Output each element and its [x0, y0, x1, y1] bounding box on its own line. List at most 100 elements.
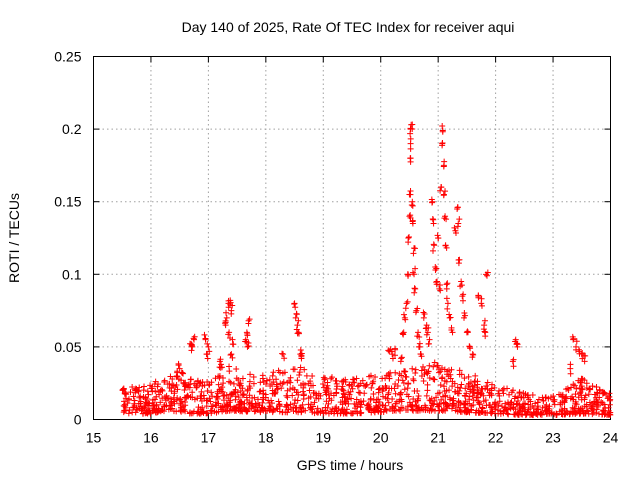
data-point: [478, 390, 485, 397]
data-point: [217, 356, 224, 363]
data-point: [461, 310, 468, 317]
data-point: [219, 375, 226, 382]
data-point: [392, 352, 399, 359]
data-point: [208, 410, 215, 417]
data-point: [190, 335, 197, 342]
data-point: [455, 402, 462, 409]
data-point: [325, 385, 332, 392]
data-point: [208, 403, 215, 410]
data-point: [352, 408, 359, 415]
data-point: [229, 354, 236, 361]
data-point: [136, 384, 143, 391]
data-point: [424, 381, 431, 388]
data-point: [421, 311, 428, 318]
data-point: [236, 381, 243, 388]
data-point: [145, 402, 152, 409]
data-point: [332, 377, 339, 384]
x-tick-label: 15: [86, 430, 102, 446]
data-point: [180, 380, 187, 387]
data-point: [225, 331, 232, 338]
data-point: [289, 384, 296, 391]
data-point: [244, 387, 251, 394]
data-point: [489, 381, 496, 388]
data-points: [119, 121, 614, 419]
data-point: [366, 373, 373, 380]
data-point: [291, 366, 298, 373]
data-point: [294, 330, 301, 337]
data-point: [233, 365, 240, 372]
data-point: [484, 379, 491, 386]
data-point: [601, 401, 608, 408]
data-point: [442, 188, 449, 195]
data-point: [413, 403, 420, 410]
data-point: [415, 392, 422, 399]
data-point: [409, 406, 416, 413]
data-point: [310, 389, 317, 396]
data-point: [553, 411, 560, 418]
data-point: [175, 362, 182, 369]
data-point: [361, 390, 368, 397]
data-point: [229, 302, 236, 309]
data-point: [399, 377, 406, 384]
data-point: [379, 393, 386, 400]
data-point: [176, 365, 183, 372]
data-point: [262, 407, 269, 414]
data-point: [360, 398, 367, 405]
data-point: [465, 373, 472, 380]
data-point: [410, 250, 417, 257]
data-point: [124, 400, 131, 407]
data-point: [345, 389, 352, 396]
data-point: [466, 343, 473, 350]
data-point: [460, 297, 467, 304]
data-point: [433, 394, 440, 401]
data-point: [208, 389, 215, 396]
data-point: [219, 389, 226, 396]
data-point: [478, 302, 485, 309]
data-point: [441, 383, 448, 390]
data-point: [442, 392, 449, 399]
data-point: [294, 377, 301, 384]
data-point: [438, 396, 445, 403]
data-point: [340, 387, 347, 394]
data-point: [222, 317, 229, 324]
data-point: [254, 404, 261, 411]
data-point: [439, 128, 446, 135]
data-point: [483, 383, 490, 390]
data-point: [305, 380, 312, 387]
data-point: [404, 298, 411, 305]
data-point: [295, 409, 302, 416]
data-point: [168, 402, 175, 409]
data-point: [221, 402, 228, 409]
data-point: [491, 401, 498, 408]
data-point: [577, 408, 584, 415]
data-point: [482, 409, 489, 416]
data-point: [272, 390, 279, 397]
data-point: [426, 397, 433, 404]
data-point: [270, 379, 277, 386]
data-point: [426, 362, 433, 369]
data-point: [353, 396, 360, 403]
data-point: [386, 406, 393, 413]
data-point: [434, 362, 441, 369]
data-point: [538, 411, 545, 418]
data-point: [313, 395, 320, 402]
data-point: [595, 402, 602, 409]
data-point: [401, 386, 408, 393]
data-point: [309, 406, 316, 413]
data-point: [217, 406, 224, 413]
data-point: [473, 394, 480, 401]
data-point: [409, 121, 416, 128]
data-point: [328, 375, 335, 382]
y-tick-label: 0.1: [62, 266, 82, 282]
data-point: [332, 405, 339, 412]
data-point: [406, 233, 413, 240]
data-point: [573, 401, 580, 408]
data-point: [309, 373, 316, 380]
data-point: [397, 391, 404, 398]
data-point: [430, 363, 437, 370]
data-point: [407, 212, 414, 219]
data-point: [347, 410, 354, 417]
data-point: [200, 392, 207, 399]
data-point: [407, 130, 414, 137]
data-point: [426, 407, 433, 414]
